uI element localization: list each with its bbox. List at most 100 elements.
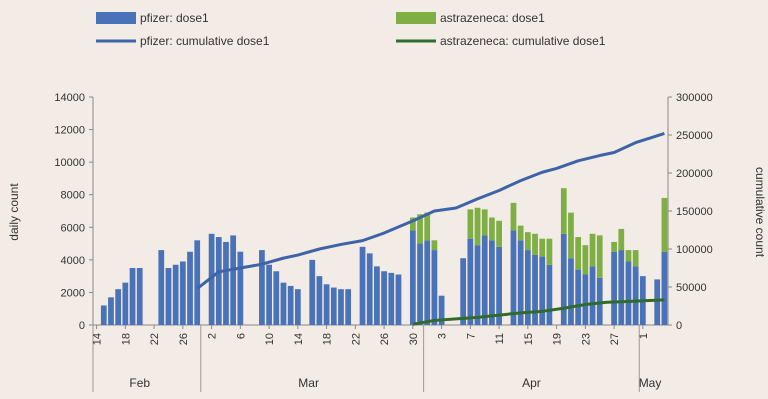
x-tick-label: 2 [207, 333, 219, 339]
bar-pfizer [172, 264, 179, 325]
bar-astrazeneca [510, 202, 517, 231]
bar-astrazeneca [582, 245, 589, 275]
line-astrazeneca-cumulative [412, 298, 665, 326]
bar-pfizer [589, 266, 596, 325]
bar-pfizer [273, 271, 280, 325]
month-label: Feb [129, 376, 150, 390]
bar-pfizer [546, 264, 553, 325]
legend-label-az-bar: astrazeneca: dose1 [440, 11, 545, 25]
bar-pfizer [596, 277, 603, 325]
bar-pfizer [194, 240, 201, 325]
bar-astrazeneca [417, 214, 423, 244]
bar-pfizer [179, 261, 186, 325]
bar-pfizer [215, 237, 222, 325]
x-tick-label: 30 [408, 333, 420, 345]
bar-pfizer [309, 259, 316, 325]
bar-pfizer [625, 261, 632, 325]
bar-pfizer [165, 268, 172, 325]
bar-pfizer [618, 250, 625, 325]
y-left-tick-label: 14000 [54, 92, 85, 104]
bar-pfizer [122, 282, 129, 325]
bar-pfizer [330, 287, 337, 325]
x-tick-label: 1 [638, 333, 650, 339]
legend-label-pfizer-bar: pfizer: dose1 [140, 11, 209, 25]
y-right-tick-label: 300000 [676, 92, 713, 104]
line-pfizer-cumulative [196, 132, 665, 290]
x-tick-label: 27 [609, 333, 621, 345]
x-tick-label: 14 [92, 333, 104, 345]
bar-pfizer [100, 305, 107, 325]
bar-astrazeneca [618, 228, 625, 251]
bar-pfizer [632, 266, 639, 325]
y-right-tick-label: 0 [676, 320, 682, 332]
bar-pfizer [115, 289, 122, 325]
bar-astrazeneca [532, 233, 538, 255]
bar-pfizer [654, 279, 661, 325]
bar-pfizer [575, 269, 582, 325]
bar-astrazeneca [409, 217, 416, 231]
bar-pfizer [280, 282, 287, 325]
bar-pfizer [294, 289, 301, 325]
legend-swatch-pfizer-bar [96, 12, 136, 24]
bar-astrazeneca [661, 197, 668, 252]
bar-astrazeneca [524, 232, 531, 251]
x-tick-label: 15 [523, 333, 535, 345]
bar-pfizer [510, 230, 517, 325]
bar-pfizer [223, 241, 229, 325]
bar-pfizer [489, 240, 495, 325]
bar-astrazeneca [546, 238, 553, 265]
axes [89, 96, 672, 392]
bar-pfizer [417, 243, 423, 325]
bar-astrazeneca [568, 212, 574, 259]
bar-astrazeneca [496, 220, 502, 247]
month-label: Mar [298, 376, 319, 390]
x-tick-label: 26 [379, 333, 391, 345]
x-tick-label: 22 [350, 333, 362, 345]
x-tick-label: 26 [178, 333, 190, 345]
y-left-tick-label: 4000 [61, 255, 85, 267]
bar-astrazeneca [632, 250, 639, 267]
bar-pfizer [539, 256, 546, 325]
y-left-tick-label: 10000 [54, 157, 85, 169]
legend-label-az-line: astrazeneca: cumulative dose1 [440, 34, 606, 48]
x-tick-label: 19 [552, 333, 564, 345]
tick-labels: 0 2000 4000 6000 8000 10000 12000 14000 0 50000 10… [54, 92, 712, 390]
y-axis-right-title: cumulative count [753, 167, 767, 258]
bar-astrazeneca [560, 188, 567, 234]
lines [196, 132, 665, 326]
bar-astrazeneca [467, 209, 474, 239]
bar-pfizer [431, 250, 438, 325]
bar-astrazeneca [611, 241, 617, 252]
bar-pfizer [338, 289, 344, 325]
x-tick-label: 11 [494, 333, 506, 344]
x-tick-label: 22 [149, 333, 161, 345]
legend-swatch-az-bar [396, 12, 436, 24]
month-label: May [639, 376, 662, 390]
y-left-tick-label: 6000 [61, 222, 85, 234]
legend: pfizer: dose1 astrazeneca: dose1 pfizer:… [96, 11, 606, 48]
bar-astrazeneca [424, 212, 431, 241]
bar-pfizer [136, 268, 143, 325]
bar-pfizer [237, 251, 244, 325]
y-right-tick-label: 250000 [676, 130, 713, 142]
y-left-tick-label: 12000 [54, 125, 85, 137]
bar-astrazeneca [575, 237, 582, 270]
bar-astrazeneca [474, 207, 481, 246]
y-right-tick-label: 100000 [676, 244, 713, 256]
bar-pfizer [611, 251, 617, 325]
bar-pfizer [517, 240, 524, 325]
bar-pfizer [582, 274, 589, 325]
bar-astrazeneca [539, 238, 546, 257]
y-right-tick-label: 200000 [676, 168, 713, 180]
bar-astrazeneca [517, 225, 524, 241]
bar-pfizer [108, 297, 114, 325]
bar-pfizer [266, 264, 272, 325]
bar-astrazeneca [589, 233, 596, 267]
bar-pfizer [524, 250, 531, 325]
bars [100, 188, 668, 325]
x-tick-label: 18 [322, 333, 334, 345]
bar-pfizer [532, 254, 538, 325]
bar-pfizer [316, 276, 323, 325]
bar-pfizer [496, 246, 502, 325]
